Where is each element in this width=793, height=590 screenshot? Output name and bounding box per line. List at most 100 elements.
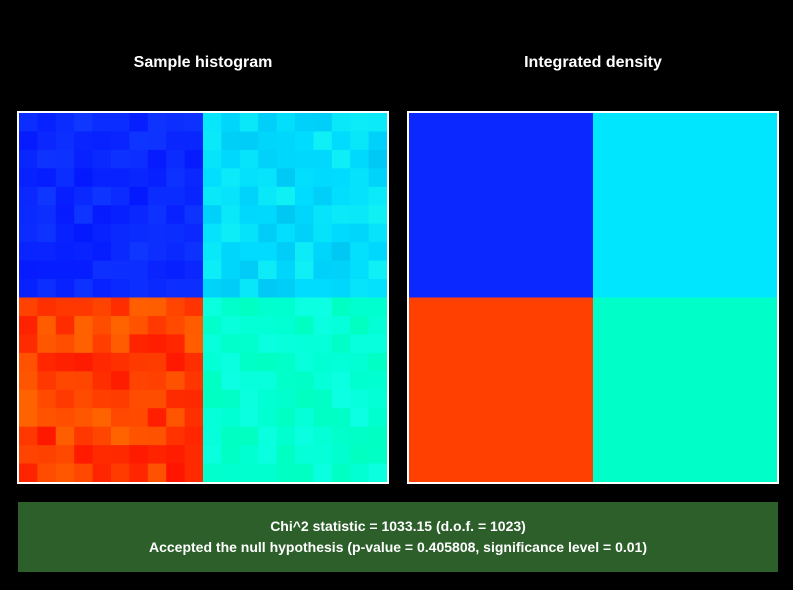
histogram-cell [147,315,167,335]
histogram-cell [111,463,130,482]
histogram-cell [147,463,167,482]
histogram-cell [313,223,333,243]
histogram-cell [221,223,241,243]
histogram-cell [313,389,333,409]
histogram-cell [368,352,387,372]
histogram-cell [313,205,333,225]
histogram-cell [350,445,370,465]
histogram-cell [313,371,333,391]
histogram-cell [147,352,167,372]
histogram-cell [276,186,296,206]
histogram-cell [295,260,314,280]
histogram-cell [74,463,94,482]
histogram-cell [239,242,259,262]
histogram-cell [19,297,38,317]
histogram-cell [258,131,278,151]
histogram-cell [239,352,259,372]
histogram-cell [331,445,351,465]
histogram-cell [55,149,75,169]
histogram-cell [203,131,222,151]
histogram-cell [295,205,314,225]
histogram-cell [258,334,278,354]
histogram-cell [111,260,130,280]
histogram-cell [129,242,149,262]
histogram-cell [239,223,259,243]
histogram-cell [350,463,370,482]
histogram-cell [92,315,112,335]
histogram-cell [111,297,130,317]
histogram-cell [184,426,204,446]
histogram-cell [111,186,130,206]
histogram-cell [239,113,259,132]
histogram-cell [368,389,387,409]
histogram-cell [74,168,94,188]
sample-histogram-heatmap [19,113,387,482]
histogram-cell [55,205,75,225]
histogram-cell [111,445,130,465]
histogram-cell [37,297,57,317]
histogram-cell [313,297,333,317]
histogram-cell [129,445,149,465]
histogram-cell [129,426,149,446]
integrated-density-heatmap [409,113,777,482]
histogram-cell [221,426,241,446]
histogram-cell [350,297,370,317]
histogram-cell [239,168,259,188]
histogram-cell [19,242,38,262]
histogram-cell [295,315,314,335]
histogram-cell [55,426,75,446]
histogram-cell [19,352,38,372]
histogram-cell [147,149,167,169]
histogram-cell [37,223,57,243]
histogram-cell [37,408,57,428]
histogram-cell [92,242,112,262]
histogram-cell [239,297,259,317]
histogram-cell [19,334,38,354]
density-cell [593,113,777,298]
histogram-cell [147,223,167,243]
histogram-cell [295,445,314,465]
histogram-cell [331,426,351,446]
histogram-cell [74,408,94,428]
histogram-cell [166,389,186,409]
histogram-cell [203,242,222,262]
histogram-cell [184,315,204,335]
histogram-cell [111,131,130,151]
histogram-cell [221,445,241,465]
histogram-cell [111,242,130,262]
histogram-cell [166,352,186,372]
histogram-cell [37,315,57,335]
histogram-cell [221,334,241,354]
histogram-cell [350,279,370,298]
histogram-cell [184,149,204,169]
histogram-cell [239,445,259,465]
histogram-cell [74,389,94,409]
histogram-cell [331,113,351,132]
histogram-cell [92,352,112,372]
histogram-cell [19,408,38,428]
histogram-cell [331,334,351,354]
histogram-cell [19,131,38,151]
histogram-cell [37,371,57,391]
histogram-cell [111,113,130,132]
histogram-cell [221,186,241,206]
histogram-cell [37,242,57,262]
histogram-cell [331,371,351,391]
histogram-cell [203,297,222,317]
histogram-cell [276,131,296,151]
histogram-cell [37,389,57,409]
histogram-cell [55,279,75,298]
histogram-cell [368,186,387,206]
histogram-cell [166,131,186,151]
histogram-cell [276,149,296,169]
histogram-cell [166,463,186,482]
integrated-density-title: Integrated density [524,54,662,71]
histogram-cell [203,371,222,391]
histogram-cell [166,168,186,188]
histogram-cell [19,260,38,280]
histogram-cell [276,297,296,317]
histogram-cell [184,168,204,188]
histogram-cell [239,334,259,354]
histogram-cell [92,113,112,132]
histogram-cell [276,389,296,409]
